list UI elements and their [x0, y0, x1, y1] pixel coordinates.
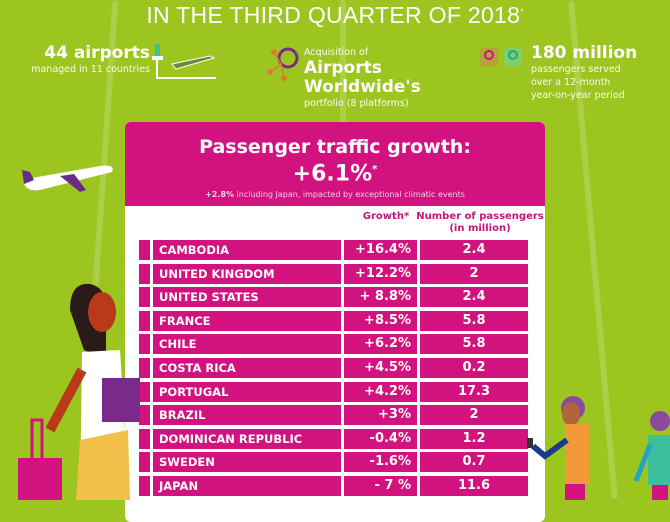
traveller-woman-illustration: [18, 283, 140, 500]
country-cell: CAMBODIA: [153, 240, 341, 260]
growth-cell: +16.4%: [344, 240, 417, 260]
row-marker: [139, 263, 150, 284]
country-cell: DOMINICAN REPUBLIC: [153, 428, 341, 449]
country-cell: FRANCE: [153, 310, 341, 331]
country-cell: UNITED STATES: [153, 287, 341, 308]
network-icon: [267, 47, 299, 81]
row-marker: [139, 428, 150, 449]
stat-headline: 44 airports: [44, 43, 150, 63]
growth-cell: -1.6%: [344, 452, 417, 473]
row-marker: [139, 310, 150, 331]
stat-caption: portfolio (8 platforms): [304, 98, 409, 109]
growth-cell: +12.2%: [344, 263, 417, 284]
row-marker: [139, 452, 150, 473]
growth-note: +2.8% including Japan, impacted by excep…: [205, 190, 465, 200]
growth-value: +6.1%*: [292, 161, 378, 187]
passengers-cell: 2.4: [420, 287, 528, 308]
stat-caption: year-on-year period: [531, 90, 625, 101]
column-header-passengers: Number of passengers (in million): [416, 211, 544, 234]
passengers-cell: 17.3: [420, 381, 528, 402]
stat-passengers: 180 million passengers served over a 12-…: [531, 44, 637, 102]
country-cell: PORTUGAL: [153, 381, 341, 402]
growth-cell: -0.4%: [344, 428, 417, 449]
passengers-cell: 2: [420, 405, 528, 426]
country-cell: JAPAN: [153, 476, 341, 496]
passengers-cell: 2.4: [420, 240, 528, 260]
row-marker: [139, 381, 150, 402]
growth-cell: +8.5%: [344, 310, 417, 331]
country-cell: UNITED KINGDOM: [153, 263, 341, 284]
card-header: Passenger traffic growth: +6.1%* +2.8% i…: [125, 122, 545, 206]
airplane-illustration: [22, 165, 113, 192]
row-marker: [139, 240, 150, 260]
stat-acquisition: Acquisition of Airports Worldwide's port…: [304, 46, 421, 110]
row-marker: [139, 405, 150, 426]
stat-headline: 180 million: [531, 43, 638, 63]
passengers-cell: 5.8: [420, 310, 528, 331]
passengers-cell: 2: [420, 263, 528, 284]
passengers-cell: 0.2: [420, 358, 528, 378]
country-cell: COSTA RICA: [153, 358, 341, 378]
row-marker: [139, 287, 150, 308]
traffic-card: Passenger traffic growth: +6.1%* +2.8% i…: [125, 122, 545, 522]
stat-headline: Airports: [304, 58, 382, 78]
growth-cell: +3%: [344, 405, 417, 426]
passengers-cell: 11.6: [420, 476, 528, 496]
row-marker: [139, 358, 150, 378]
growth-cell: + 8.8%: [344, 287, 417, 308]
card-heading: Passenger traffic growth:: [199, 136, 471, 158]
passenger-badges-icon: [480, 48, 522, 66]
control-tower-plane-icon: [152, 44, 216, 79]
row-marker: [139, 476, 150, 496]
growth-cell: +4.5%: [344, 358, 417, 378]
stat-caption: over a 12-month: [531, 77, 611, 88]
stat-caption: passengers served: [531, 64, 621, 75]
page-title: IN THE THIRD QUARTER OF 2018*: [146, 2, 524, 28]
growth-cell: - 7 %: [344, 476, 417, 496]
passengers-cell: 0.7: [420, 452, 528, 473]
country-cell: CHILE: [153, 334, 341, 355]
passengers-cell: 5.8: [420, 334, 528, 355]
growth-cell: +4.2%: [344, 381, 417, 402]
traveller-man-illustration: [527, 396, 589, 500]
stat-caption: managed in 11 countries: [31, 64, 150, 75]
passengers-cell: 1.2: [420, 428, 528, 449]
stat-headline: Worldwide's: [304, 77, 421, 97]
stat-airports: 44 airports managed in 11 countries: [10, 44, 150, 76]
column-header-growth: Growth*: [362, 211, 410, 222]
country-cell: SWEDEN: [153, 452, 341, 473]
country-cell: BRAZIL: [153, 405, 341, 426]
traveller-child-illustration: [633, 411, 670, 500]
growth-cell: +6.2%: [344, 334, 417, 355]
stat-pre: Acquisition of: [304, 47, 369, 58]
row-marker: [139, 334, 150, 355]
